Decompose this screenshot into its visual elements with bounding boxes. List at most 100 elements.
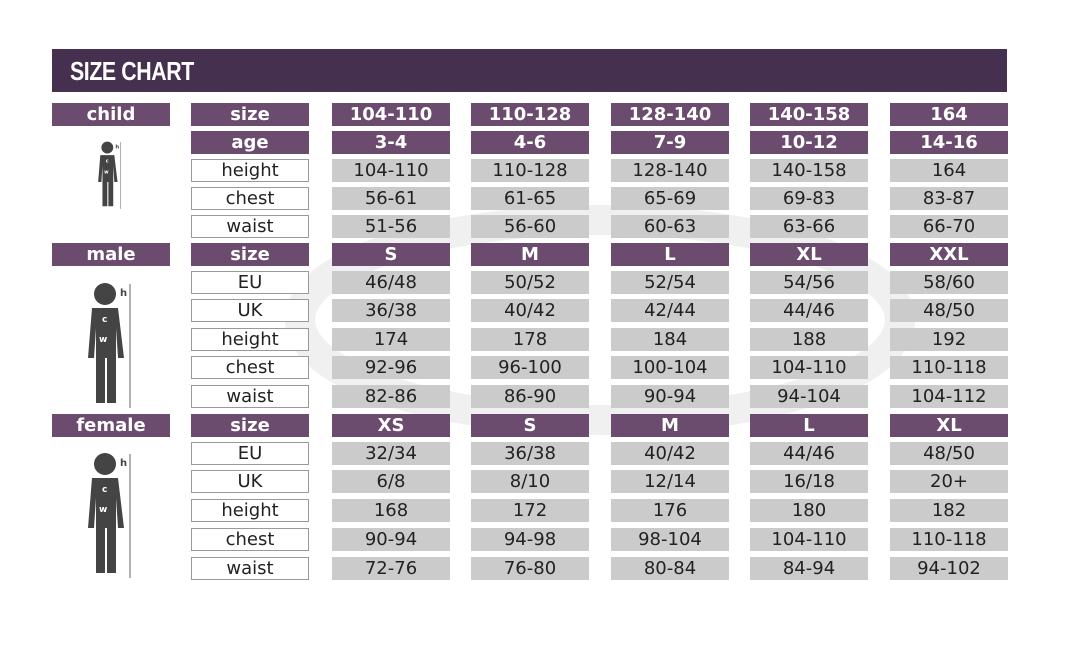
row-label-uk: UK bbox=[191, 299, 309, 322]
value-cell: 168 bbox=[332, 499, 450, 522]
value-cell: 110-118 bbox=[890, 528, 1008, 551]
value-cell: 92-96 bbox=[332, 356, 450, 379]
size-header-cell: S bbox=[471, 414, 589, 437]
value-cell: 20+ bbox=[890, 470, 1008, 493]
row-label-chest: chest bbox=[191, 356, 309, 379]
row-label-uk: UK bbox=[191, 470, 309, 493]
value-cell: 46/48 bbox=[332, 271, 450, 294]
svg-text:w: w bbox=[99, 505, 107, 515]
value-cell: 178 bbox=[471, 328, 589, 351]
value-cell: 84-94 bbox=[750, 557, 868, 580]
value-cell: 94-98 bbox=[471, 528, 589, 551]
value-cell: 176 bbox=[611, 499, 729, 522]
size-header-cell: XXL bbox=[890, 243, 1008, 266]
value-cell: 128-140 bbox=[611, 159, 729, 182]
row-label-chest: chest bbox=[191, 528, 309, 551]
value-cell: 174 bbox=[332, 328, 450, 351]
value-cell: 56-60 bbox=[471, 215, 589, 238]
size-header-cell: XL bbox=[890, 414, 1008, 437]
male-silhouette-icon: h cw bbox=[88, 283, 131, 408]
row-label-size: size bbox=[191, 103, 309, 126]
value-cell: 90-94 bbox=[332, 528, 450, 551]
value-cell: 90-94 bbox=[611, 385, 729, 408]
value-cell: 140-158 bbox=[750, 159, 868, 182]
value-cell: 44/46 bbox=[750, 299, 868, 322]
svg-text:h: h bbox=[120, 458, 127, 469]
value-cell: 110-118 bbox=[890, 356, 1008, 379]
size-header-cell: XS bbox=[332, 414, 450, 437]
row-label-size: size bbox=[191, 414, 309, 437]
section-label-female: female bbox=[52, 414, 170, 437]
value-cell: 180 bbox=[750, 499, 868, 522]
value-cell: 104-110 bbox=[750, 528, 868, 551]
value-cell: 104-110 bbox=[332, 159, 450, 182]
size-header-cell: 128-140 bbox=[611, 103, 729, 126]
value-cell: 3-4 bbox=[332, 131, 450, 154]
size-header-cell: L bbox=[750, 414, 868, 437]
row-label-waist: waist bbox=[191, 385, 309, 408]
value-cell: 188 bbox=[750, 328, 868, 351]
value-cell: 100-104 bbox=[611, 356, 729, 379]
svg-text:c: c bbox=[102, 315, 107, 325]
row-label-age: age bbox=[191, 131, 309, 154]
child-silhouette-icon: h cw bbox=[98, 141, 122, 209]
value-cell: 40/42 bbox=[471, 299, 589, 322]
value-cell: 63-66 bbox=[750, 215, 868, 238]
value-cell: 66-70 bbox=[890, 215, 1008, 238]
size-header-cell: M bbox=[611, 414, 729, 437]
size-header-cell: S bbox=[332, 243, 450, 266]
value-cell: 98-104 bbox=[611, 528, 729, 551]
value-cell: 94-104 bbox=[750, 385, 868, 408]
value-cell: 42/44 bbox=[611, 299, 729, 322]
value-cell: 83-87 bbox=[890, 187, 1008, 210]
svg-text:h: h bbox=[120, 288, 127, 299]
value-cell: 192 bbox=[890, 328, 1008, 351]
row-label-height: height bbox=[191, 328, 309, 351]
size-header-cell: 140-158 bbox=[750, 103, 868, 126]
value-cell: 10-12 bbox=[750, 131, 868, 154]
svg-text:w: w bbox=[104, 170, 109, 175]
value-cell: 8/10 bbox=[471, 470, 589, 493]
section-label-child: child bbox=[52, 103, 170, 126]
value-cell: 76-80 bbox=[471, 557, 589, 580]
row-label-size: size bbox=[191, 243, 309, 266]
row-label-height: height bbox=[191, 159, 309, 182]
value-cell: 54/56 bbox=[750, 271, 868, 294]
value-cell: 182 bbox=[890, 499, 1008, 522]
size-header-cell: 104-110 bbox=[332, 103, 450, 126]
value-cell: 40/42 bbox=[611, 442, 729, 465]
value-cell: 12/14 bbox=[611, 470, 729, 493]
svg-text:c: c bbox=[106, 160, 109, 165]
value-cell: 104-110 bbox=[750, 356, 868, 379]
value-cell: 82-86 bbox=[332, 385, 450, 408]
value-cell: 16/18 bbox=[750, 470, 868, 493]
size-header-cell: L bbox=[611, 243, 729, 266]
size-chart-header: SIZE CHART bbox=[52, 49, 1007, 92]
value-cell: 6/8 bbox=[332, 470, 450, 493]
value-cell: 50/52 bbox=[471, 271, 589, 294]
value-cell: 96-100 bbox=[471, 356, 589, 379]
value-cell: 184 bbox=[611, 328, 729, 351]
size-header-cell: M bbox=[471, 243, 589, 266]
row-label-eu: EU bbox=[191, 271, 309, 294]
row-label-chest: chest bbox=[191, 187, 309, 210]
value-cell: 65-69 bbox=[611, 187, 729, 210]
svg-text:w: w bbox=[99, 335, 107, 345]
value-cell: 48/50 bbox=[890, 442, 1008, 465]
value-cell: 44/46 bbox=[750, 442, 868, 465]
value-cell: 86-90 bbox=[471, 385, 589, 408]
value-cell: 4-6 bbox=[471, 131, 589, 154]
value-cell: 72-76 bbox=[332, 557, 450, 580]
value-cell: 36/38 bbox=[332, 299, 450, 322]
value-cell: 56-61 bbox=[332, 187, 450, 210]
value-cell: 94-102 bbox=[890, 557, 1008, 580]
row-label-eu: EU bbox=[191, 442, 309, 465]
value-cell: 52/54 bbox=[611, 271, 729, 294]
value-cell: 36/38 bbox=[471, 442, 589, 465]
value-cell: 80-84 bbox=[611, 557, 729, 580]
value-cell: 104-112 bbox=[890, 385, 1008, 408]
section-label-male: male bbox=[52, 243, 170, 266]
value-cell: 14-16 bbox=[890, 131, 1008, 154]
value-cell: 61-65 bbox=[471, 187, 589, 210]
